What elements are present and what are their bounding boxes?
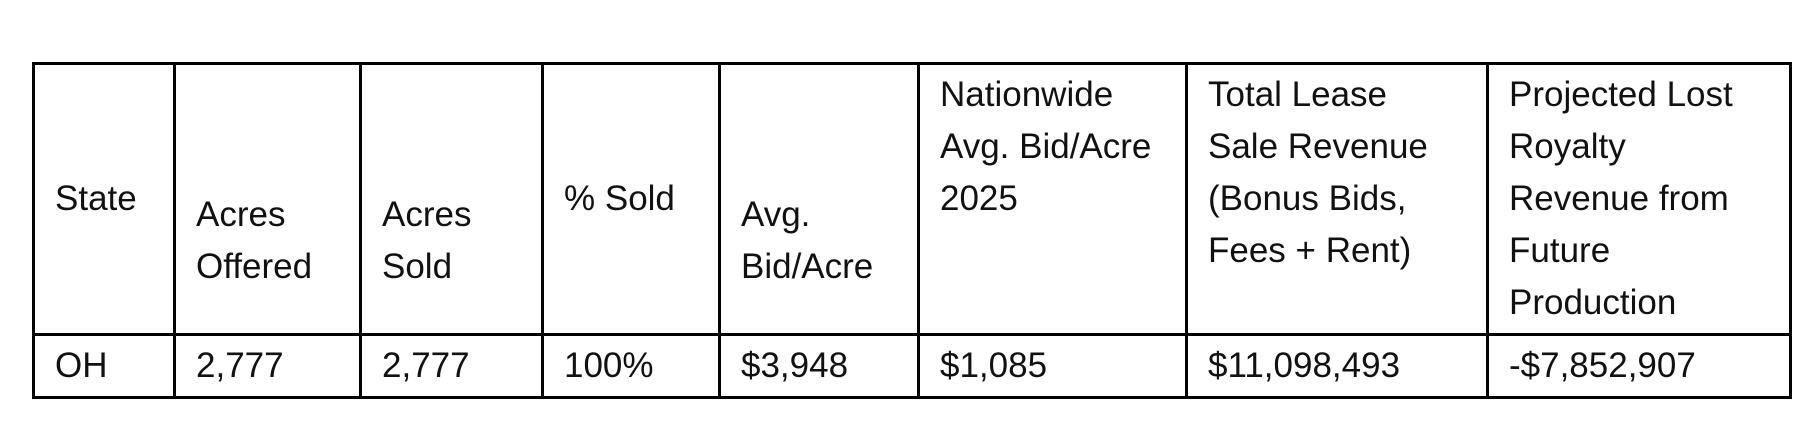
header-cell: Nationwide Avg. Bid/Acre 2025 bbox=[917, 62, 1188, 336]
data-table: State Acres Offered Acres Sold% Sold Avg. B… bbox=[32, 62, 1792, 399]
header-cell: Total Lease Sale Revenue (Bonus Bids, Fe… bbox=[1185, 62, 1489, 336]
header-cell: Avg. Bid/Acre bbox=[718, 62, 920, 336]
header-cell: State bbox=[32, 62, 176, 336]
table-cell: $1,085 bbox=[917, 333, 1188, 399]
table-cell: 2,777 bbox=[359, 333, 544, 399]
header-cell: Acres Sold bbox=[359, 62, 544, 336]
header-cell: % Sold bbox=[541, 62, 721, 336]
header-cell: Projected Lost Royalty Revenue from Futu… bbox=[1486, 62, 1792, 336]
table-cell: $11,098,493 bbox=[1185, 333, 1489, 399]
table-cell: 2,777 bbox=[173, 333, 362, 399]
header-row: State Acres Offered Acres Sold% Sold Avg. B… bbox=[32, 62, 1792, 336]
table-cell: $3,948 bbox=[718, 333, 920, 399]
table-cell: 100% bbox=[541, 333, 721, 399]
table-cell: OH bbox=[32, 333, 176, 399]
header-cell: Acres Offered bbox=[173, 62, 362, 336]
table-row: OH 2,777 2,777 100% $3,948 $1,085 $11,098,493-… bbox=[32, 333, 1792, 399]
table-cell: -$7,852,907 bbox=[1486, 333, 1792, 399]
